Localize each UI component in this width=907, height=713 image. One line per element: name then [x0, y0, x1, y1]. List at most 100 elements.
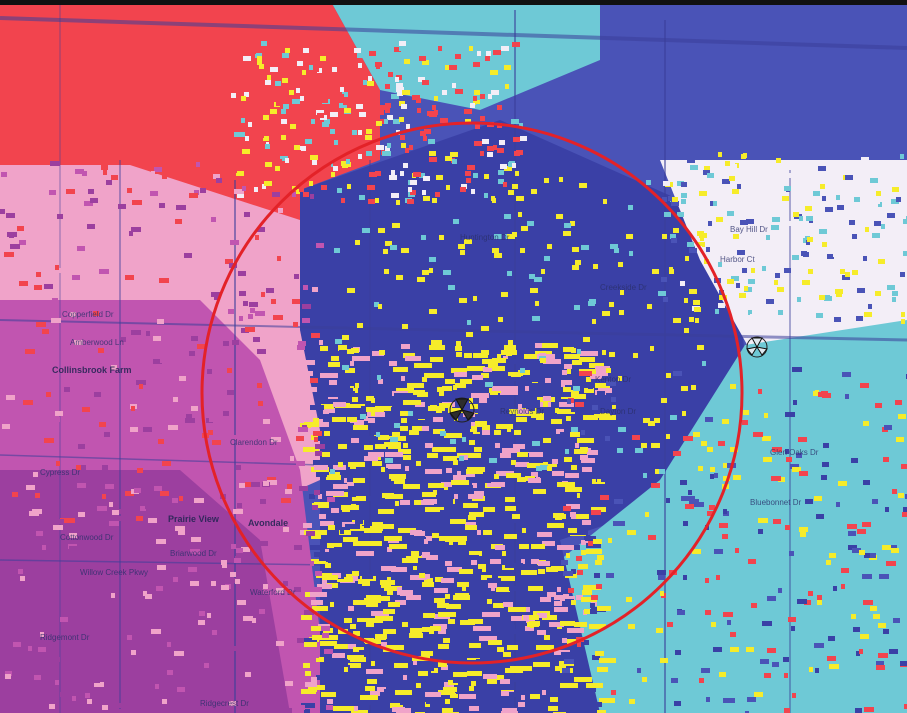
signal-pixel [314, 465, 328, 470]
signal-pixel [357, 618, 374, 623]
signal-pixel [20, 576, 25, 581]
signal-pixel [194, 190, 199, 195]
signal-pixel [592, 319, 596, 324]
signal-pixel [646, 180, 651, 185]
place-label: Collinsbrook Farm [52, 365, 132, 375]
signal-pixel [688, 490, 692, 495]
signal-pixel [864, 553, 870, 558]
signal-pixel [233, 435, 241, 440]
signal-pixel [848, 545, 857, 550]
signal-pixel [771, 476, 781, 481]
signal-pixel [606, 381, 616, 386]
signal-pixel [391, 193, 399, 198]
signal-pixel [344, 139, 351, 144]
signal-pixel [884, 425, 892, 430]
signal-pixel [507, 427, 511, 432]
signal-pixel [209, 417, 218, 422]
signal-pixel [697, 242, 705, 247]
signal-pixel [302, 70, 306, 75]
signal-pixel [778, 588, 782, 593]
signal-pixel [346, 159, 350, 164]
signal-pixel [580, 447, 588, 452]
signal-pixel [176, 205, 186, 210]
signal-pixel [497, 647, 504, 652]
signal-pixel [434, 110, 438, 115]
signal-pixel [564, 706, 572, 711]
signal-pixel [263, 584, 268, 589]
signal-pixel [151, 171, 155, 176]
signal-pixel [567, 639, 576, 644]
signal-pixel [525, 386, 529, 391]
signal-pixel [661, 398, 667, 403]
signal-pixel [718, 262, 722, 267]
signal-pixel [121, 550, 127, 555]
signal-pixel [320, 56, 326, 61]
signal-pixel [775, 273, 780, 278]
signal-pixel [70, 711, 80, 713]
signal-pixel [404, 59, 410, 64]
signal-pixel [422, 627, 431, 632]
signal-pixel [103, 170, 107, 175]
signal-pixel [425, 666, 434, 671]
signal-pixel [452, 83, 456, 88]
signal-pixel [645, 512, 649, 517]
signal-pixel [491, 586, 495, 591]
signal-pixel [856, 205, 861, 210]
signal-pixel [342, 365, 349, 370]
signal-pixel [381, 566, 396, 571]
signal-pixel [432, 533, 439, 538]
signal-pixel [466, 178, 471, 183]
signal-pixel [342, 92, 348, 97]
signal-pixel [633, 353, 638, 358]
signal-pixel [327, 699, 333, 704]
antenna-site-icon[interactable] [449, 397, 475, 423]
signal-pixel [92, 431, 100, 436]
signal-pixel [581, 550, 586, 555]
signal-pixel [423, 499, 441, 504]
signal-pixel [44, 284, 53, 289]
signal-pixel [285, 489, 292, 494]
signal-pixel [353, 478, 365, 483]
signal-pixel [265, 338, 271, 343]
signal-pixel [648, 421, 655, 426]
signal-pixel [481, 449, 492, 454]
signal-pixel [318, 494, 322, 499]
antenna-site-icon[interactable] [746, 336, 768, 358]
signal-pixel [421, 651, 433, 656]
signal-pixel [481, 41, 485, 46]
signal-pixel [50, 161, 60, 166]
signal-pixel [417, 277, 425, 282]
signal-pixel [575, 402, 584, 407]
signal-pixel [512, 184, 518, 189]
signal-pixel [457, 582, 469, 587]
signal-pixel [557, 587, 561, 592]
signal-pixel [393, 119, 400, 124]
street-labels: Copperfield Dr Collinsbrook Farm Clarend… [40, 225, 819, 708]
signal-pixel [399, 46, 405, 51]
signal-pixel [575, 640, 589, 645]
signal-pixel [230, 171, 236, 176]
signal-pixel [554, 601, 562, 606]
signal-pixel [514, 430, 521, 435]
street-label: Harbor Ct [720, 255, 755, 264]
signal-pixel [833, 252, 841, 257]
signal-pixel [388, 72, 393, 77]
signal-pixel [299, 187, 304, 192]
signal-pixel [220, 545, 230, 550]
signal-pixel [315, 451, 322, 456]
signal-pixel [583, 337, 590, 342]
signal-pixel [401, 248, 406, 253]
signal-pixel [836, 195, 840, 200]
signal-pixel [366, 396, 374, 401]
signal-pixel [78, 512, 85, 517]
signal-pixel [472, 375, 483, 380]
signal-pixel [162, 461, 171, 466]
signal-pixel [467, 320, 471, 325]
signal-pixel [236, 465, 241, 470]
signal-pixel [401, 104, 407, 109]
signal-pixel [6, 213, 15, 218]
signal-pixel [879, 574, 889, 579]
street-label: Cottonwood Dr [60, 533, 114, 542]
signal-pixel [718, 441, 725, 446]
signal-pixel [18, 569, 23, 574]
